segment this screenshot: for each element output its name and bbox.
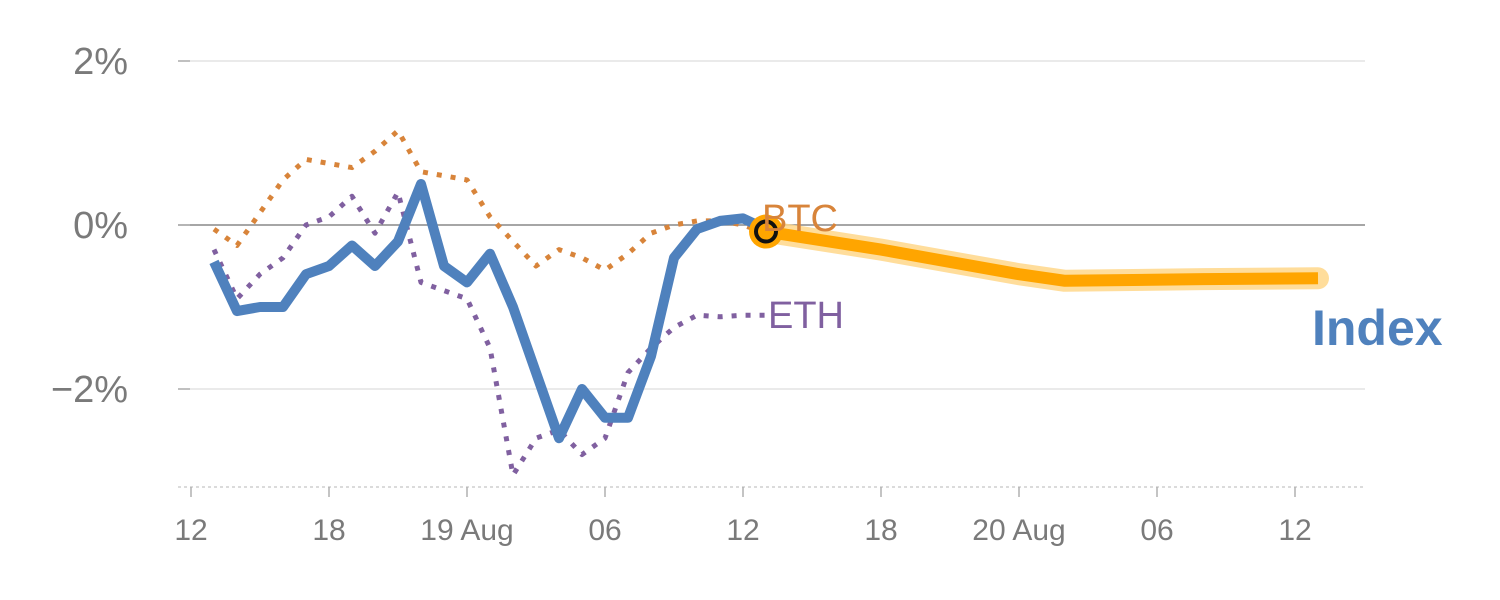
marker-halo: [749, 214, 783, 249]
x-tick-label: 12: [726, 514, 759, 547]
index-line: [209, 179, 769, 444]
x-tick-label: 18: [864, 514, 897, 547]
x-axis: [178, 486, 1365, 497]
x-tick-label: 06: [588, 514, 621, 547]
x-tick-label: 18: [312, 514, 345, 547]
marker-ring: [754, 219, 778, 244]
y-tick-label: −2%: [51, 369, 128, 411]
x-tick-label: 12: [1278, 514, 1311, 547]
eth-line: [211, 189, 766, 478]
x-axis-ticks: 12 18 19 Aug 06 12 18 20 Aug 06 12: [174, 514, 1311, 547]
btc-line: [212, 128, 767, 273]
current-marker: [749, 214, 783, 249]
series-lines: [209, 128, 1329, 478]
index-forecast-line: [765, 225, 1319, 287]
series-labels: BTC ETH Index: [762, 198, 1443, 356]
x-tick-label: 06: [1140, 514, 1173, 547]
x-tick-label: 19 Aug: [420, 514, 513, 547]
x-tick-label: 12: [174, 514, 207, 547]
y-axis-ticks: 2% 0% −2%: [51, 41, 128, 411]
eth-series-label: ETH: [768, 295, 844, 337]
btc-series-label: BTC: [762, 198, 838, 240]
x-tick-label: 20 Aug: [972, 514, 1065, 547]
y-tick-label: 2%: [73, 41, 128, 83]
y-tick-label: 0%: [73, 205, 128, 247]
index-series-label: Index: [1312, 300, 1443, 356]
